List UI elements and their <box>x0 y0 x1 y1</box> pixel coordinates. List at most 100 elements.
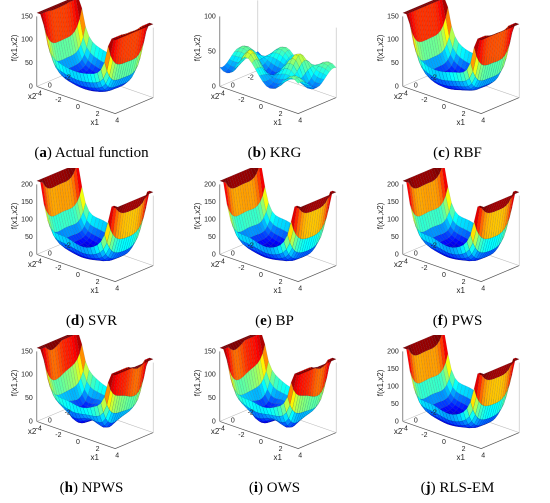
z-tick-label: 0 <box>29 83 33 90</box>
x2-axis-label: x2 <box>28 427 37 436</box>
z-tick-label: 100 <box>387 37 399 44</box>
surface-plot-i: 0 50 100 150 -4 -2 0 2 4 -2 0 f(x1,x2) x1 x2 <box>193 335 337 462</box>
x1-axis-label: x1 <box>456 453 465 462</box>
z-tick-label: 50 <box>391 401 399 408</box>
x1-axis-label: x1 <box>273 118 282 127</box>
x1-axis-label: x1 <box>90 286 99 295</box>
surface-mesh <box>219 168 337 262</box>
x2-tick-label: -2 <box>248 242 254 249</box>
x1-tick-label: 4 <box>298 453 302 460</box>
z-tick-label: 150 <box>204 199 216 206</box>
z-axis-label: f(x1,x2) <box>376 369 385 396</box>
surface-plot-e: 0 50 100 150 200 -4 -2 0 2 4 -2 0 f(x1,x2) x1 x2 <box>193 168 337 295</box>
x1-tick-label: 2 <box>279 111 283 118</box>
surface-mesh <box>219 45 337 90</box>
x2-tick-label: -2 <box>65 74 71 81</box>
z-axis-label: f(x1,x2) <box>376 34 385 61</box>
z-tick-label: 100 <box>21 216 33 223</box>
caption-letter: a <box>39 145 47 161</box>
x1-tick-label: -2 <box>55 432 61 439</box>
x1-tick-label: 0 <box>76 272 80 279</box>
x1-tick-label: 4 <box>115 453 119 460</box>
x2-axis-label: x2 <box>28 92 37 101</box>
x1-tick-label: 4 <box>115 118 119 125</box>
caption-title: OWS <box>266 480 301 496</box>
x1-tick-label: 2 <box>462 111 466 118</box>
z-tick-label: 150 <box>21 13 33 20</box>
panel-e: 0 50 100 150 200 -4 -2 0 2 4 -2 0 f(x1,x2) x1 x2 (e) BP <box>183 168 366 336</box>
x1-axis-label: x1 <box>273 286 282 295</box>
x1-tick-label: 0 <box>442 272 446 279</box>
caption-letter: e <box>260 313 267 329</box>
base-axes <box>36 86 154 114</box>
base-axes <box>402 254 520 282</box>
z-axis-label: f(x1,x2) <box>10 202 19 229</box>
z-tick-label: 100 <box>204 13 216 20</box>
x1-tick-label: -4 <box>402 258 408 265</box>
x2-axis-label: x2 <box>211 260 220 269</box>
panel-j: 0 50 100 150 200 -4 -2 0 2 4 -2 0 f(x1,x2) x1 x2 (j) RL… <box>366 335 549 503</box>
x2-tick-label: -2 <box>65 242 71 249</box>
z-tick-label: 0 <box>29 418 33 425</box>
z-tick-label: 100 <box>204 372 216 379</box>
z-axis-label: f(x1,x2) <box>193 369 202 396</box>
x2-axis-label: x2 <box>211 427 220 436</box>
z-tick-label: 50 <box>25 395 33 402</box>
caption-title: KRG <box>269 145 302 161</box>
x1-tick-label: -4 <box>219 425 225 432</box>
x2-tick-label: -2 <box>431 74 437 81</box>
caption-title: SVR <box>87 313 118 329</box>
z-axis-label: f(x1,x2) <box>10 369 19 396</box>
surface-mesh <box>402 0 520 91</box>
z-tick-label: 0 <box>395 418 399 425</box>
x2-axis-label: x2 <box>28 260 37 269</box>
surface-mesh <box>402 168 520 262</box>
panel-caption: (b) KRG <box>247 145 302 161</box>
surface-plot-f: 0 50 100 150 200 -4 -2 0 2 4 -2 0 f(x1,x2) x1 x2 <box>376 168 520 295</box>
surface-plot-c: 0 50 100 150 -4 -2 0 2 4 -2 0 f(x1,x2) x1 x2 <box>376 0 520 127</box>
x2-tick-label: -2 <box>65 409 71 416</box>
z-tick-label: 50 <box>25 60 33 67</box>
caption-letter: f <box>437 313 443 329</box>
x1-tick-label: -4 <box>36 90 42 97</box>
z-tick-label: 100 <box>204 216 216 223</box>
surface-plot-b: 0 50 100 -4 -2 0 2 4 -2 0 f(x1,x2) x1 x2 <box>193 0 337 127</box>
x1-tick-label: -4 <box>219 258 225 265</box>
x2-tick-label: -2 <box>431 242 437 249</box>
panel-d: 0 50 100 150 200 -4 -2 0 2 4 -2 0 f(x1,x2) x1 x2 (d) SV… <box>0 168 183 336</box>
x2-tick-label: -2 <box>431 409 437 416</box>
surface-mesh <box>36 168 154 262</box>
panel-a: 0 50 100 150 -4 -2 0 2 4 -2 0 f(x1,x2) x1 x2 (a) Actua… <box>0 0 183 168</box>
x1-tick-label: 0 <box>76 439 80 446</box>
surface-plot-a: 0 50 100 150 -4 -2 0 2 4 -2 0 f(x1,x2) x1 x2 <box>10 0 154 127</box>
base-axes <box>36 421 154 449</box>
z-axis-label: f(x1,x2) <box>10 34 19 61</box>
z-tick-label: 200 <box>387 181 399 188</box>
z-tick-label: 100 <box>387 216 399 223</box>
x1-tick-label: 2 <box>279 279 283 286</box>
surface-plot-d: 0 50 100 150 200 -4 -2 0 2 4 -2 0 f(x1,x2) x1 x2 <box>10 168 154 295</box>
x1-tick-label: 2 <box>279 446 283 453</box>
x1-tick-label: 0 <box>259 272 263 279</box>
z-tick-label: 0 <box>29 251 33 258</box>
x2-axis-label: x2 <box>394 427 403 436</box>
caption-letter: h <box>64 480 73 496</box>
z-tick-label: 50 <box>208 234 216 241</box>
z-tick-label: 50 <box>391 234 399 241</box>
x2-axis-label: x2 <box>211 92 220 101</box>
x1-tick-label: -2 <box>55 265 61 272</box>
x1-tick-label: -2 <box>238 97 244 104</box>
x2-tick-label: 0 <box>231 250 235 257</box>
x1-tick-label: 4 <box>481 286 485 293</box>
z-axis-label: f(x1,x2) <box>193 202 202 229</box>
z-tick-label: 0 <box>212 251 216 258</box>
surface-mesh <box>36 0 154 92</box>
caption-title: RLS-EM <box>439 480 495 496</box>
base-axes <box>219 86 337 114</box>
x1-tick-label: -2 <box>421 97 427 104</box>
x1-tick-label: -2 <box>421 265 427 272</box>
caption-letter: j <box>425 480 431 496</box>
panel-caption: (c) RBF <box>433 145 482 161</box>
z-tick-label: 0 <box>395 83 399 90</box>
x2-tick-label: 0 <box>48 82 52 89</box>
